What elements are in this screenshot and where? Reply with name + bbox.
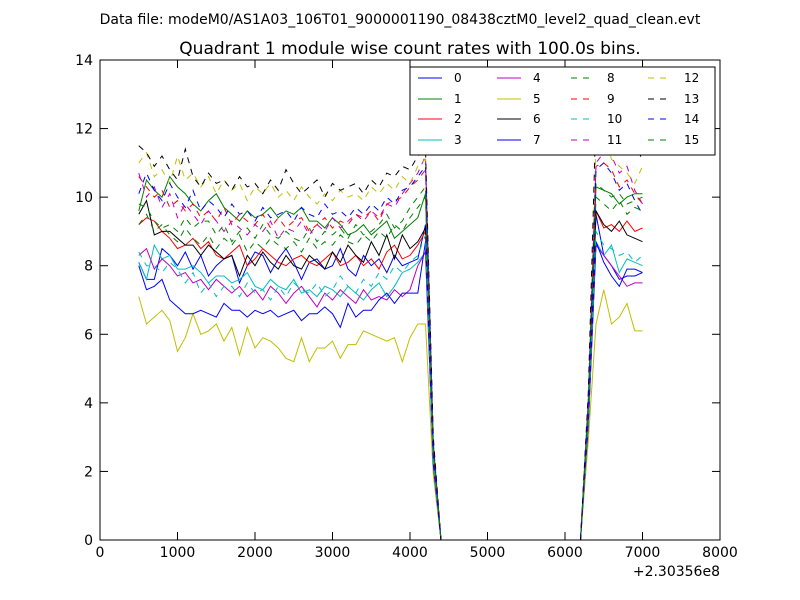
series-line-11 — [138, 151, 643, 541]
y-tick-label: 6 — [84, 327, 93, 343]
y-tick-label: 4 — [84, 396, 93, 412]
x-offset-label: +2.30356e8 — [633, 564, 720, 580]
legend-label-11: 11 — [607, 133, 622, 147]
series-line-14 — [138, 162, 643, 541]
x-tick-label: 7000 — [625, 545, 661, 561]
x-tick-label: 6000 — [547, 545, 583, 561]
legend-label-0: 0 — [454, 71, 462, 85]
x-tick-label: 2000 — [237, 545, 273, 561]
y-tick-label: 2 — [84, 464, 93, 480]
legend-label-2: 2 — [454, 112, 462, 126]
legend-label-12: 12 — [684, 71, 699, 85]
y-tick-label: 14 — [75, 53, 93, 69]
legend-label-7: 7 — [533, 133, 541, 147]
legend-label-3: 3 — [454, 133, 462, 147]
y-tick-label: 0 — [84, 533, 93, 549]
legend-label-1: 1 — [454, 92, 462, 106]
legend-label-13: 13 — [684, 92, 699, 106]
x-tick-label: 5000 — [470, 545, 506, 561]
chart-title: Quadrant 1 module wise count rates with … — [179, 39, 640, 59]
legend-label-6: 6 — [533, 112, 541, 126]
x-tick-label: 1000 — [160, 545, 196, 561]
y-tick-label: 8 — [84, 259, 93, 275]
series-line-15 — [138, 195, 643, 541]
x-tick-label: 0 — [96, 545, 105, 561]
legend-label-14: 14 — [684, 112, 699, 126]
x-tick-label: 4000 — [392, 545, 428, 561]
legend-label-10: 10 — [607, 112, 622, 126]
legend-label-5: 5 — [533, 92, 541, 106]
y-tick-label: 12 — [75, 122, 93, 138]
series-line-10 — [138, 229, 643, 541]
suptitle: Data file: modeM0/AS1A03_106T01_90000011… — [100, 12, 701, 28]
legend-label-8: 8 — [607, 71, 615, 85]
legend-label-4: 4 — [533, 71, 541, 85]
x-tick-label: 3000 — [315, 545, 351, 561]
x-axis: 0 1000 2000 3000 4000 5000 6000 7000 8000 — [96, 60, 738, 561]
legend-label-15: 15 — [684, 133, 699, 147]
legend-label-9: 9 — [607, 92, 615, 106]
series-line-12 — [138, 130, 643, 541]
x-tick-label: 8000 — [702, 545, 738, 561]
y-tick-label: 10 — [75, 190, 93, 206]
